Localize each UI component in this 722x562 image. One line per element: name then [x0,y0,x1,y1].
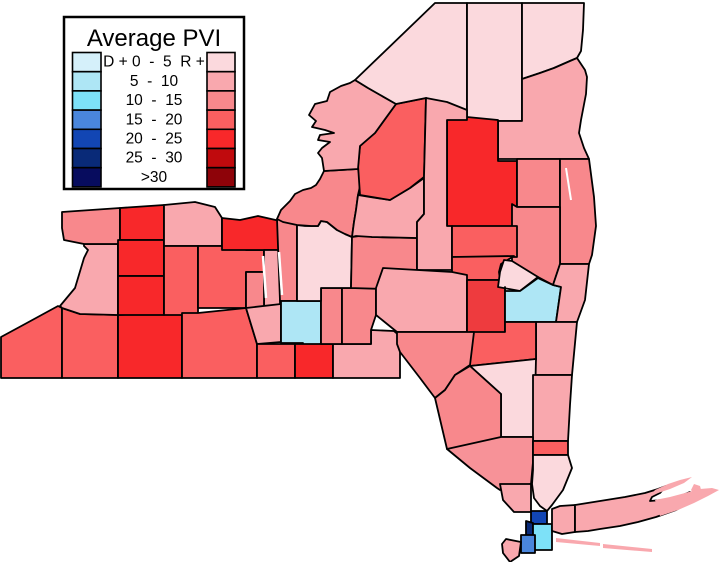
svg-text:25 - 30: 25 - 30 [126,150,183,167]
svg-text:10 - 15: 10 - 15 [126,92,183,109]
svg-text:5 - 10: 5 - 10 [130,73,179,90]
svg-text:>30: >30 [141,169,168,186]
svg-text:20 - 25: 20 - 25 [126,131,183,148]
svg-text:15 - 20: 15 - 20 [126,111,183,128]
svg-text:Average PVI: Average PVI [87,25,221,52]
svg-text:D + 0 - 5 R +: D + 0 - 5 R + [103,54,205,71]
